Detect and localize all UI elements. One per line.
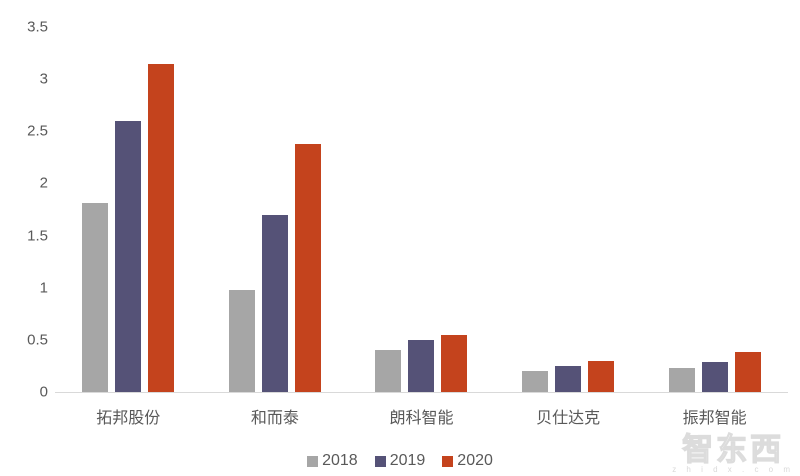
bar-2020 (588, 360, 615, 392)
legend-swatch-icon (307, 455, 319, 467)
bar-group-4 (522, 360, 615, 392)
legend-label: 2018 (322, 452, 358, 469)
bar-2019 (261, 214, 288, 392)
bar-group-2 (228, 143, 321, 392)
legend-item-2018: 2018 (307, 452, 358, 470)
plot-area (55, 27, 788, 393)
legend-item-2019: 2019 (374, 452, 426, 470)
legend-label: 2019 (389, 452, 426, 469)
y-axis: 0 0.5 1 1.5 2 2.5 3 3.5 (0, 0, 48, 476)
x-category-label: 贝仕达克 (536, 410, 601, 427)
y-tick-label: 0 (39, 383, 48, 401)
y-tick-label: 2.5 (27, 122, 48, 140)
legend-swatch-icon (374, 455, 386, 467)
legend-label: 2020 (457, 452, 493, 469)
legend: 2018 2019 2020 (0, 452, 800, 470)
bar-2019 (701, 361, 728, 392)
x-axis-labels: 拓邦股份 和而泰 朗科智能 贝仕达克 振邦智能 (55, 404, 788, 428)
bar-2018 (375, 350, 402, 392)
bar-2020 (441, 334, 468, 392)
x-category-label: 朗科智能 (389, 410, 454, 427)
legend-swatch-icon (442, 455, 454, 467)
x-category-label: 和而泰 (250, 410, 299, 427)
x-category-label: 拓邦股份 (96, 410, 161, 427)
bar-2020 (734, 352, 761, 392)
bar-2019 (408, 339, 435, 392)
bar-2018 (668, 368, 695, 392)
bar-group-5 (668, 352, 761, 392)
bar-2018 (82, 203, 109, 392)
bar-group-1 (82, 63, 175, 392)
bar-2019 (115, 120, 142, 392)
y-tick-label: 3.5 (27, 18, 48, 36)
bar-2018 (228, 289, 255, 392)
y-tick-label: 0.5 (27, 331, 48, 349)
y-tick-label: 1.5 (27, 227, 48, 245)
bar-2019 (555, 365, 582, 392)
y-tick-label: 1 (39, 279, 48, 297)
bar-2020 (148, 63, 175, 392)
legend-item-2020: 2020 (442, 452, 493, 470)
y-tick-label: 3 (39, 70, 48, 88)
x-category-label: 振邦智能 (682, 410, 747, 427)
y-tick-label: 2 (39, 174, 48, 192)
bar-group-3 (375, 334, 468, 392)
bar-2018 (522, 371, 549, 392)
bar-2020 (294, 143, 321, 392)
